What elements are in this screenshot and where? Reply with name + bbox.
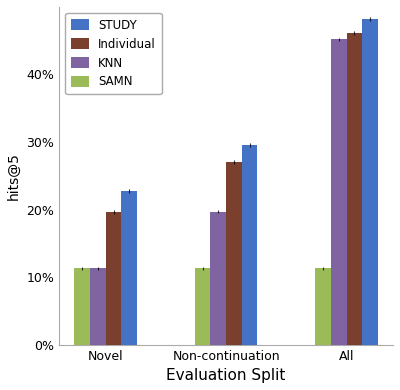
- Bar: [362, 19, 378, 345]
- Bar: [210, 212, 226, 345]
- Bar: [226, 162, 242, 345]
- Bar: [90, 268, 106, 345]
- Bar: [121, 191, 137, 345]
- Bar: [106, 212, 121, 345]
- Legend: STUDY, Individual, KNN, SAMN: STUDY, Individual, KNN, SAMN: [65, 13, 162, 94]
- Y-axis label: hits@5: hits@5: [7, 152, 21, 200]
- Bar: [346, 33, 362, 345]
- X-axis label: Evaluation Split: Evaluation Split: [166, 368, 286, 383]
- Bar: [74, 268, 90, 345]
- Bar: [242, 145, 258, 345]
- Bar: [315, 268, 331, 345]
- Bar: [195, 268, 210, 345]
- Bar: [331, 39, 346, 345]
